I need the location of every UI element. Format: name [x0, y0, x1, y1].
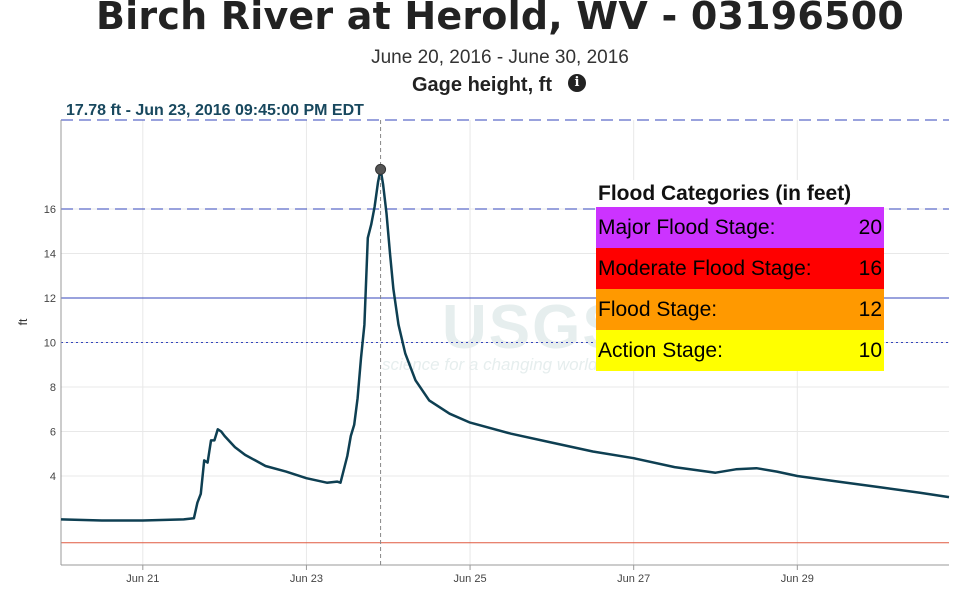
hover-point [375, 163, 387, 175]
x-tick-label: Jun 25 [454, 573, 487, 585]
parameter-label: Gage height, ft [412, 74, 552, 96]
y-tick-label: 14 [44, 249, 56, 261]
legend-label: Major Flood Stage: [598, 215, 776, 239]
legend-value: 16 [858, 256, 882, 280]
legend-row: Major Flood Stage: 20 [596, 207, 884, 248]
watermark-logo: USGS [442, 293, 626, 362]
y-tick-label: 16 [44, 204, 56, 216]
chart-subtitle: June 20, 2016 - June 30, 2016 [371, 47, 629, 68]
legend-title: Flood Categories (in feet) [596, 180, 884, 207]
x-tick-label: Jun 21 [126, 573, 159, 585]
y-tick-label: 6 [50, 427, 56, 439]
watermark-tagline: science for a changing world [382, 355, 598, 374]
legend-label: Moderate Flood Stage: [598, 256, 812, 280]
y-tick-label: 10 [44, 338, 56, 350]
legend-row: Flood Stage: 12 [596, 289, 884, 330]
legend-label: Action Stage: [598, 338, 723, 362]
legend-value: 12 [858, 297, 882, 321]
legend-row: Moderate Flood Stage: 16 [596, 248, 884, 289]
legend-value: 10 [858, 338, 882, 362]
hover-readout: 17.78 ft - Jun 23, 2016 09:45:00 PM EDT [66, 102, 364, 119]
chart-title: Birch River at Herold, WV - 03196500 [96, 0, 904, 38]
legend-label: Flood Stage: [598, 297, 718, 321]
y-tick-label: 8 [50, 382, 56, 394]
legend-row: Action Stage: 10 [596, 330, 884, 371]
x-tick-label: Jun 29 [781, 573, 814, 585]
y-tick-label: 4 [50, 471, 56, 483]
y-tick-label: 12 [44, 293, 56, 305]
legend-value: 20 [858, 215, 882, 239]
x-tick-label: Jun 27 [617, 573, 650, 585]
y-axis-label: ft [16, 318, 30, 325]
info-icon[interactable]: i [568, 74, 586, 92]
usgs-watermark: USGS science for a changing world [382, 292, 626, 375]
flood-categories-legend: Flood Categories (in feet) Major Flood S… [596, 180, 884, 371]
gage-height-line [60, 168, 950, 522]
x-tick-label: Jun 23 [290, 573, 323, 585]
